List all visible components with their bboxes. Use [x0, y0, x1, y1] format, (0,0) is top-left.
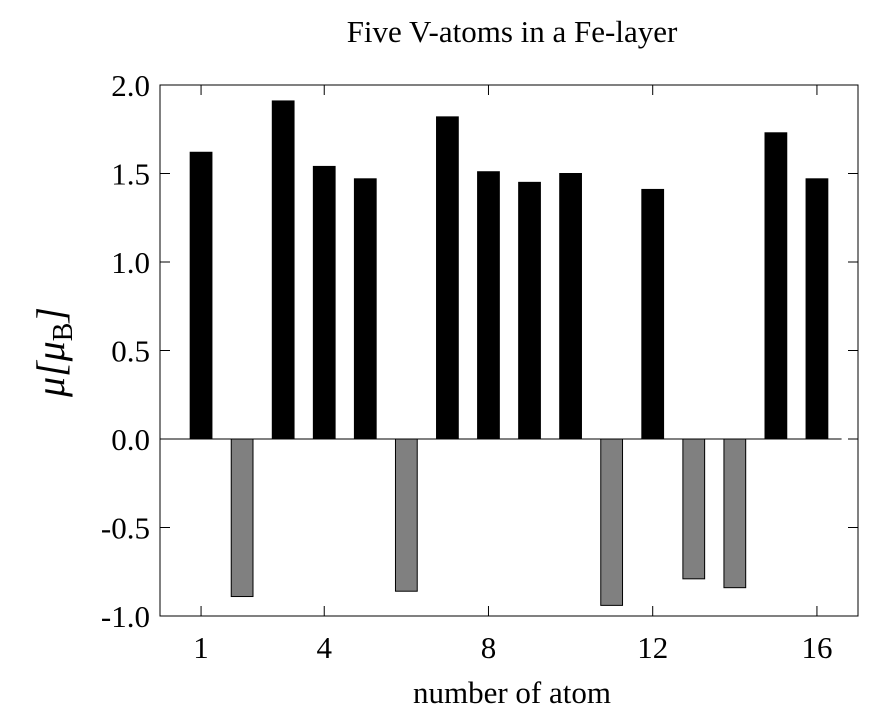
x-tick-label: 8	[481, 630, 497, 665]
plot-frame	[159, 84, 859, 617]
bar	[682, 438, 706, 580]
y-tick-label: 1.0	[111, 245, 150, 280]
bar	[641, 188, 665, 440]
bar	[600, 438, 624, 606]
bar	[723, 438, 747, 589]
x-tick-label: 4	[316, 630, 332, 665]
bar	[353, 178, 377, 440]
bar	[312, 165, 336, 440]
bar	[230, 438, 254, 598]
y-axis-label: μ[μB]	[28, 307, 79, 398]
bar	[518, 181, 541, 440]
x-tick-label: 12	[637, 630, 668, 665]
bar	[436, 116, 459, 440]
y-axis-label-main: μ[μ	[28, 341, 73, 398]
y-tick-label: 0.0	[111, 422, 150, 457]
y-axis-label-sub: B	[48, 323, 79, 342]
bar	[764, 132, 788, 440]
bar	[805, 178, 829, 440]
bar	[271, 100, 295, 440]
y-tick-label: 1.5	[111, 157, 150, 192]
y-axis-label-end: ]	[28, 307, 73, 324]
bar	[477, 171, 500, 440]
y-tick-label: -0.5	[101, 511, 150, 546]
y-tick-label: -1.0	[101, 599, 150, 634]
bar	[189, 151, 213, 440]
x-axis-label: number of atom	[413, 675, 611, 710]
chart-title: Five V-atoms in a Fe-layer	[347, 14, 678, 49]
y-tick-label: 2.0	[111, 68, 150, 103]
bar	[559, 173, 582, 440]
y-tick-label: 0.5	[111, 334, 150, 369]
x-tick-label: 16	[801, 630, 832, 665]
bar	[394, 438, 418, 592]
x-tick-label: 1	[193, 630, 209, 665]
